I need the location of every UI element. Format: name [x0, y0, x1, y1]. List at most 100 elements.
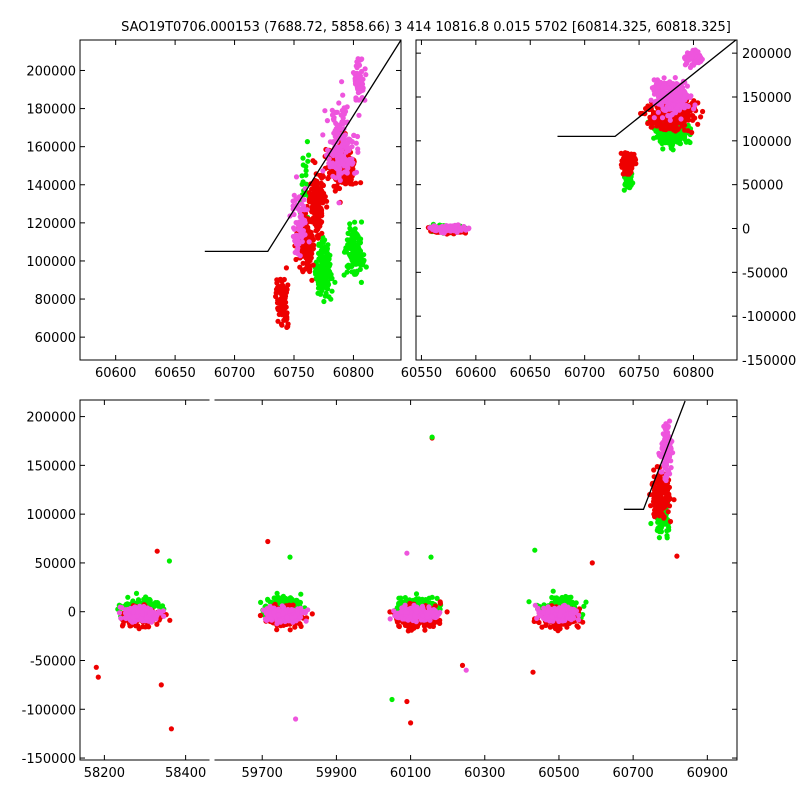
green-point	[348, 227, 354, 233]
magenta-point	[302, 217, 308, 223]
x-tick-label: 60800	[673, 366, 714, 381]
red-point	[309, 277, 315, 283]
magenta-point	[355, 56, 361, 62]
magenta-point	[667, 79, 673, 86]
red-point	[309, 611, 315, 617]
green-point	[124, 601, 130, 607]
green-point	[323, 244, 329, 250]
magenta-point	[336, 163, 342, 169]
magenta-point	[668, 96, 674, 102]
red-point	[273, 293, 279, 300]
y-tick-label: 200000	[742, 47, 792, 62]
green-point	[276, 598, 282, 604]
magenta-point	[335, 158, 341, 164]
magenta-point	[694, 48, 700, 55]
magenta-point	[672, 75, 678, 81]
magenta-point	[332, 148, 338, 154]
magenta-point	[124, 607, 130, 613]
magenta-point	[661, 91, 668, 97]
red-point	[302, 266, 308, 272]
red-point	[275, 318, 281, 324]
magenta-point	[147, 610, 153, 616]
green-point	[581, 603, 587, 609]
magenta-point	[651, 77, 657, 83]
magenta-point	[290, 203, 296, 209]
green-point	[315, 290, 321, 296]
green-point	[135, 597, 142, 603]
magenta-point	[327, 139, 333, 145]
red-point	[671, 497, 677, 503]
green-point	[324, 279, 330, 285]
green-point	[299, 173, 305, 179]
magenta-point	[335, 132, 341, 138]
magenta-point	[299, 201, 305, 207]
magenta-point	[295, 606, 301, 612]
x-tick-label: 60700	[564, 366, 605, 381]
magenta-point	[355, 149, 361, 155]
red-point	[293, 256, 299, 263]
magenta-point	[264, 607, 270, 614]
green-point	[319, 244, 325, 250]
red-point	[304, 258, 310, 264]
red-point	[698, 114, 704, 120]
y-tick-label: 100000	[742, 135, 792, 150]
green-point	[670, 147, 676, 153]
green-point	[329, 288, 335, 294]
red-point	[318, 208, 325, 214]
green-point	[325, 261, 331, 267]
magenta-point	[648, 97, 654, 103]
red-point	[350, 181, 356, 187]
red-point	[665, 509, 671, 515]
magenta-point	[699, 56, 705, 62]
magenta-point	[154, 613, 160, 619]
x-tick-label: 60600	[455, 366, 496, 381]
magenta-point	[334, 109, 340, 115]
green-point	[654, 128, 660, 134]
green-point	[669, 141, 676, 147]
magenta-point	[296, 219, 303, 225]
red-point	[283, 265, 289, 271]
green-point	[303, 172, 309, 178]
green-point	[358, 255, 364, 261]
magenta-point	[131, 609, 137, 615]
magenta-point	[437, 609, 443, 616]
green-point	[630, 180, 636, 186]
magenta-point	[298, 212, 304, 219]
y-tick-label: 160000	[26, 141, 76, 156]
green-point	[280, 593, 286, 599]
magenta-point	[663, 107, 669, 114]
green-point	[660, 146, 666, 152]
green-point	[667, 137, 673, 143]
green-point	[656, 535, 663, 541]
magenta-point	[320, 132, 326, 138]
red-point	[315, 232, 321, 239]
red-point	[652, 120, 658, 126]
magenta-point	[276, 608, 282, 614]
magenta-point	[139, 609, 145, 615]
green-point	[303, 163, 309, 170]
magenta-point	[158, 610, 164, 616]
y-tick-label: 140000	[26, 179, 76, 194]
green-point	[319, 278, 325, 284]
red-point	[280, 306, 286, 313]
green-point	[258, 599, 264, 606]
green-point	[299, 181, 305, 187]
magenta-point	[294, 247, 300, 254]
green-point	[394, 605, 400, 611]
green-point	[298, 591, 304, 597]
green-point	[317, 283, 323, 289]
magenta-point	[340, 161, 346, 167]
magenta-point	[465, 226, 472, 232]
y-tick-label: -150000	[742, 354, 796, 369]
red-point	[303, 251, 309, 257]
magenta-point	[289, 615, 295, 621]
green-point	[316, 274, 322, 280]
magenta-point	[680, 101, 686, 107]
magenta-point	[277, 618, 283, 624]
magenta-point	[674, 105, 681, 111]
chart-bottom: 58200 58400 59700 59900 60100 60300 60500 60700…	[22, 399, 738, 781]
magenta-point	[297, 253, 303, 259]
magenta-point	[289, 607, 295, 613]
magenta-point	[665, 113, 671, 119]
